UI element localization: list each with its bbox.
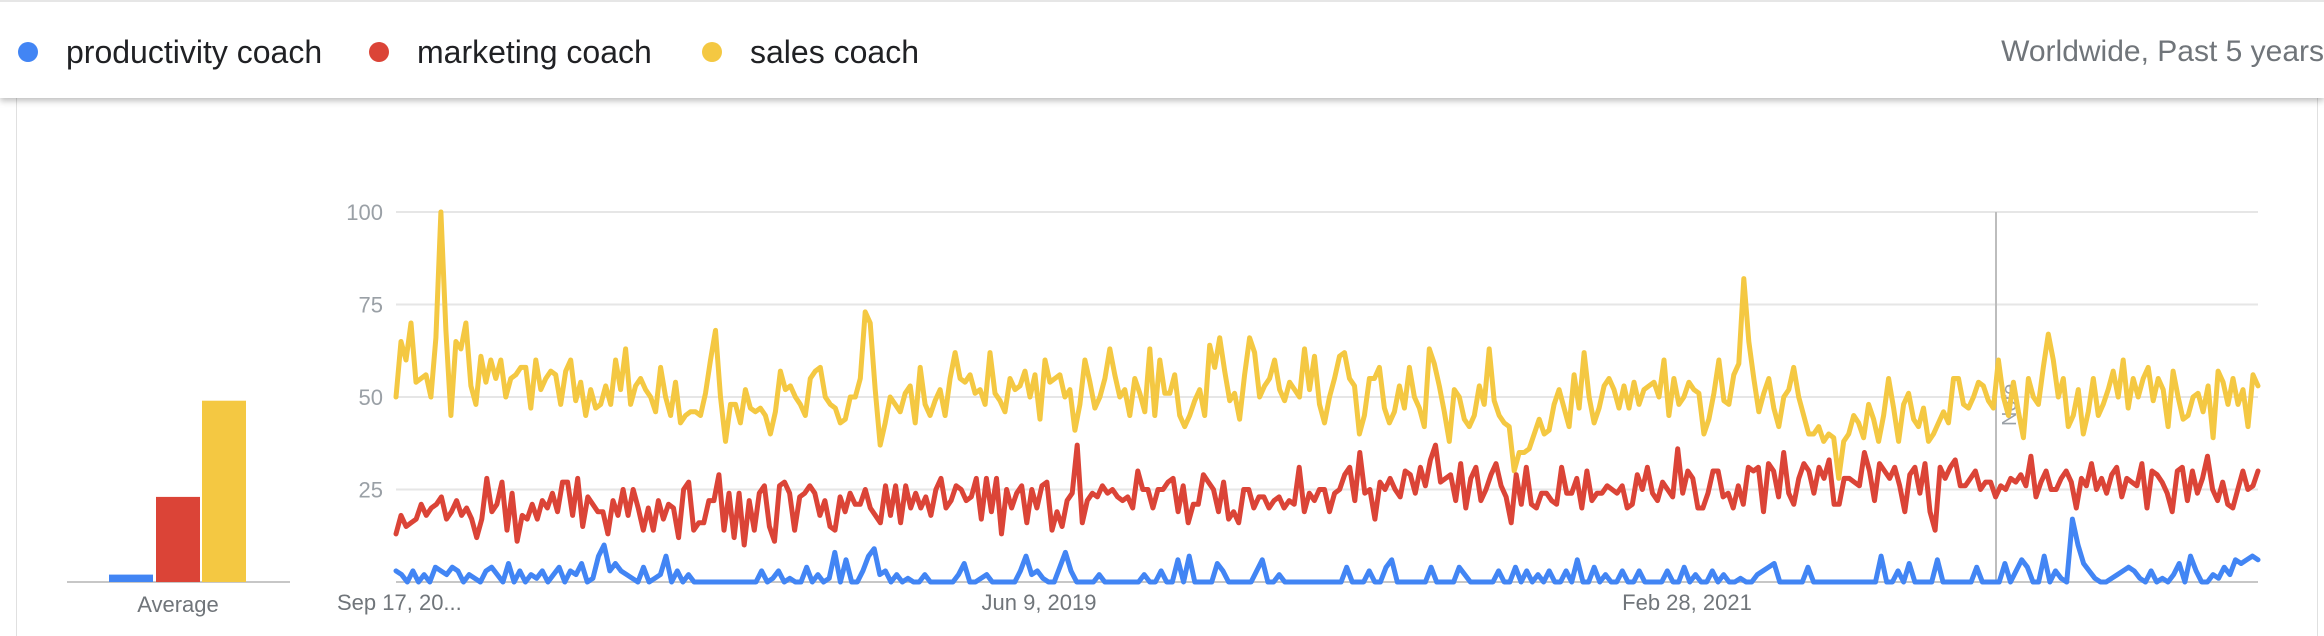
average-label: Average [137, 592, 219, 617]
series-line-sales-coach [393, 209, 2261, 481]
average-bar-2 [202, 400, 246, 582]
legend-bar: productivity coach marketing coach sales… [0, 0, 2324, 98]
legend-item-productivity-coach[interactable]: productivity coach [18, 32, 322, 72]
x-tick-label: Feb 28, 2021 [1622, 590, 1752, 615]
legend-dot-icon [369, 42, 389, 62]
y-tick-label: 100 [346, 200, 383, 225]
average-bar-1 [156, 496, 200, 582]
legend-item-marketing-coach[interactable]: marketing coach [369, 32, 652, 72]
y-tick-label: 50 [359, 385, 383, 410]
legend-label: sales coach [750, 33, 919, 70]
y-tick-label: 25 [359, 478, 383, 503]
legend-dot-icon [18, 42, 38, 62]
legend-dot-icon [702, 42, 722, 62]
y-tick-label: 75 [359, 293, 383, 318]
average-bar-0 [109, 574, 153, 582]
legend-label: marketing coach [417, 33, 652, 70]
x-tick-label: Sep 17, 20... [337, 590, 462, 615]
x-tick-label: Jun 9, 2019 [982, 590, 1097, 615]
scope-label[interactable]: Worldwide, Past 5 years [2001, 35, 2324, 68]
legend-label: productivity coach [66, 33, 323, 70]
chart-card: Average 100 75 50 25 Note Sep 17, 20... Jun 9,… [16, 96, 2318, 636]
legend-item-sales-coach[interactable]: sales coach [702, 32, 919, 72]
series-line-productivity-coach [393, 516, 2261, 585]
average-bar-chart: Average [67, 400, 290, 617]
series-line-marketing-coach [393, 442, 2261, 548]
